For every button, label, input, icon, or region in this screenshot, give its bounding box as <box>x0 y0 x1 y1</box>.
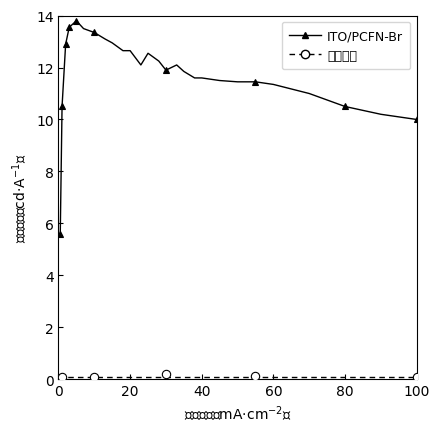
Legend: ITO/PCFN-Br, 对照器件: ITO/PCFN-Br, 对照器件 <box>282 23 411 70</box>
ITO/PCFN-Br <box>253 80 258 85</box>
ITO/PCFN-Br <box>92 31 97 36</box>
ITO/PCFN-Br <box>74 19 79 24</box>
ITO/PCFN-Br <box>414 118 419 123</box>
ITO/PCFN-Br <box>163 69 168 74</box>
X-axis label: 电流密度（mA·cm$^{-2}$）: 电流密度（mA·cm$^{-2}$） <box>184 404 292 423</box>
ITO/PCFN-Br <box>60 105 65 110</box>
Y-axis label: 电流效率（cd·A$^{-1}$）: 电流效率（cd·A$^{-1}$） <box>11 153 30 243</box>
ITO/PCFN-Br <box>342 105 348 110</box>
ITO/PCFN-Br <box>63 43 68 48</box>
对照器件 <box>253 374 258 379</box>
对照器件 <box>92 374 97 379</box>
Line: ITO/PCFN-Br: ITO/PCFN-Br <box>57 18 420 238</box>
对照器件 <box>163 372 168 377</box>
ITO/PCFN-Br <box>58 232 63 237</box>
ITO/PCFN-Br <box>67 26 72 31</box>
对照器件 <box>414 374 419 379</box>
Line: 对照器件: 对照器件 <box>58 371 421 381</box>
对照器件 <box>60 375 65 380</box>
